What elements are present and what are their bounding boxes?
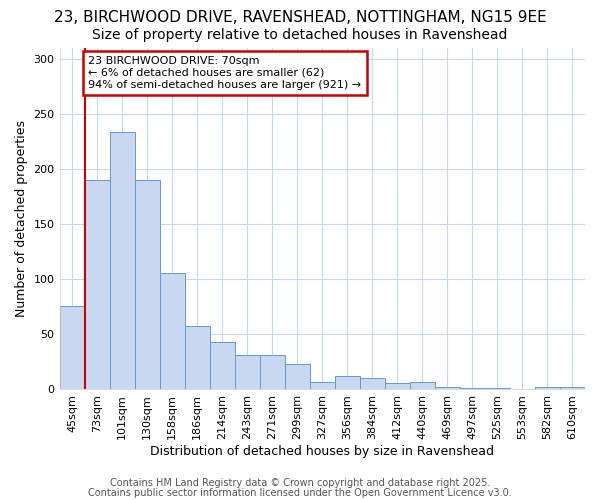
- Bar: [460, 388, 485, 389]
- Text: 23, BIRCHWOOD DRIVE, RAVENSHEAD, NOTTINGHAM, NG15 9EE: 23, BIRCHWOOD DRIVE, RAVENSHEAD, NOTTING…: [53, 10, 547, 25]
- Bar: [260, 355, 285, 389]
- Bar: [285, 364, 310, 389]
- Bar: [185, 326, 209, 389]
- Bar: [110, 132, 134, 389]
- Bar: [360, 378, 385, 389]
- Bar: [160, 274, 185, 389]
- Text: Contains public sector information licensed under the Open Government Licence v3: Contains public sector information licen…: [88, 488, 512, 498]
- Bar: [385, 384, 410, 389]
- Bar: [85, 180, 110, 389]
- Bar: [410, 382, 435, 389]
- Bar: [310, 382, 335, 389]
- Bar: [485, 388, 510, 389]
- Bar: [134, 180, 160, 389]
- Text: 23 BIRCHWOOD DRIVE: 70sqm
← 6% of detached houses are smaller (62)
94% of semi-d: 23 BIRCHWOOD DRIVE: 70sqm ← 6% of detach…: [88, 56, 361, 90]
- Bar: [235, 355, 260, 389]
- Bar: [560, 387, 585, 389]
- Text: Contains HM Land Registry data © Crown copyright and database right 2025.: Contains HM Land Registry data © Crown c…: [110, 478, 490, 488]
- X-axis label: Distribution of detached houses by size in Ravenshead: Distribution of detached houses by size …: [150, 444, 494, 458]
- Bar: [435, 387, 460, 389]
- Text: Size of property relative to detached houses in Ravenshead: Size of property relative to detached ho…: [92, 28, 508, 42]
- Bar: [209, 342, 235, 389]
- Bar: [59, 306, 85, 389]
- Bar: [335, 376, 360, 389]
- Bar: [535, 387, 560, 389]
- Y-axis label: Number of detached properties: Number of detached properties: [15, 120, 28, 316]
